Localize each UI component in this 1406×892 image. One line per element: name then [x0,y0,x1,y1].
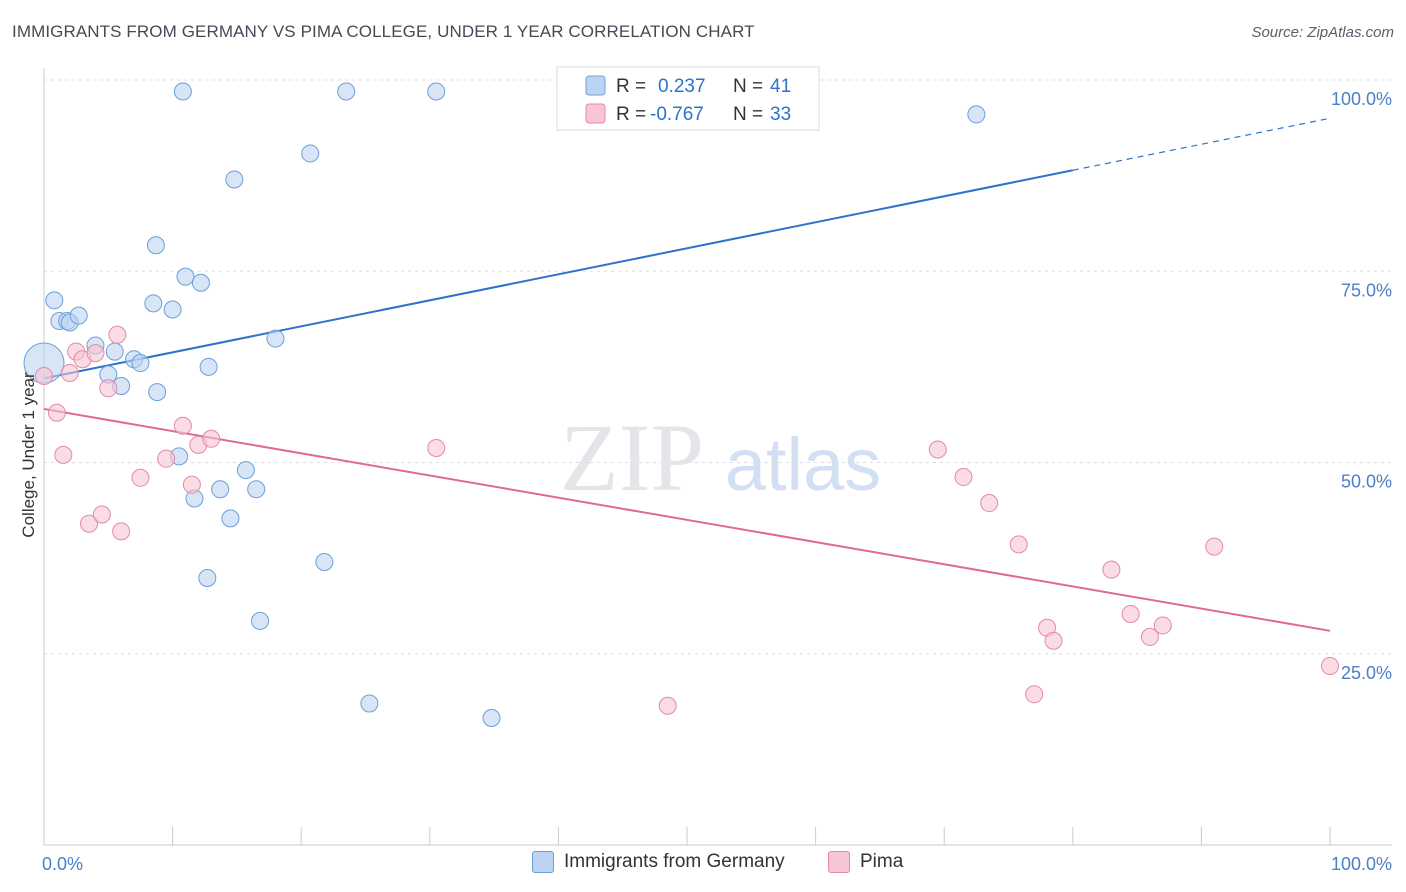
data-point-pima [1140,627,1159,646]
data-point-germany [176,267,195,286]
data-point-pima [658,696,677,715]
y-tick-label: 100.0% [1331,89,1392,109]
stat-n-label: N = [733,104,763,125]
y-axis-label: College, Under 1 year [19,372,38,538]
trendline-pima [43,407,1331,632]
data-point-germany [198,569,217,588]
series-legend: Immigrants from Germany Pima [0,851,1406,879]
y-tick-label: 75.0% [1341,280,1392,300]
data-point-germany [301,144,320,163]
data-point-germany [191,273,210,292]
data-point-pima [99,379,118,398]
y-tick-label: 25.0% [1341,663,1392,683]
data-point-germany [225,170,244,189]
stat-r-value: -0.767 [650,104,704,125]
trendline-germany [43,169,1073,380]
data-point-germany [146,236,165,255]
stat-r-label: R = [616,76,646,97]
data-point-pima [202,429,221,448]
data-point-germany [144,294,163,313]
data-point-pima [108,325,127,344]
axes [43,68,1392,846]
source-label: Source: ZipAtlas.com [1251,24,1394,41]
data-point-germany [221,509,240,528]
data-point-pima [1009,535,1028,554]
data-point-pima [157,449,176,468]
x-tick-label: 100.0% [1331,854,1392,874]
data-point-pima [47,403,66,422]
stats-legend: R = 0.237 N = 41 R = -0.767 N = 33 [556,66,820,131]
data-point-germany [236,461,255,480]
data-point-pima [1153,616,1172,635]
watermark-zip: ZIP [560,404,704,511]
data-point-germany [163,300,182,319]
data-point-germany [251,611,270,630]
data-point-pima [1102,560,1121,579]
data-point-pima [60,363,79,382]
legend-swatch-pima [828,851,850,873]
data-point-pima [182,475,201,494]
data-point-germany [105,342,124,361]
data-point-pima [35,367,53,386]
data-point-germany [131,354,150,373]
x-tick-label: 0.0% [42,854,83,874]
data-point-pima [980,494,999,513]
y-tick-label: 50.0% [1341,472,1392,492]
data-point-germany [211,480,230,499]
data-point-pima [173,416,192,435]
watermark: ZIP atlas [560,404,881,511]
stat-n-label: N = [733,76,763,97]
data-point-germany [967,105,986,124]
stat-n-value: 33 [770,104,791,125]
legend-swatch-germany [532,851,554,873]
grid-lines [44,79,1392,655]
data-point-pima [1205,537,1224,556]
legend-item-germany[interactable]: Immigrants from Germany [532,851,785,873]
data-point-germany [247,480,266,499]
stat-r-label: R = [616,104,646,125]
data-point-germany [315,552,334,571]
data-point-pima [954,468,973,487]
data-point-pima [92,505,111,524]
data-point-pima [86,344,105,363]
data-points [23,81,1339,728]
data-point-pima [928,440,947,459]
legend-label-pima: Pima [860,851,904,872]
data-point-pima [1025,685,1044,704]
data-point-pima [131,468,150,487]
stat-r-value: 0.237 [658,76,706,97]
data-point-germany [199,357,218,376]
data-point-germany [266,329,285,348]
legend-swatch-germany [585,75,606,96]
data-point-germany [45,291,64,310]
trendline-extension-germany [1072,117,1331,171]
data-point-germany [482,709,501,728]
data-point-pima [54,445,73,464]
legend-item-pima[interactable]: Pima [828,851,903,873]
data-point-pima [1121,604,1140,623]
tick-labels: 25.0% 50.0% 75.0% 100.0% 0.0% 100.0% [42,89,1392,874]
data-point-germany [173,82,192,101]
data-point-pima [1321,656,1339,675]
chart-title: IMMIGRANTS FROM GERMANY VS PIMA COLLEGE,… [12,22,755,41]
legend-swatch-pima [585,103,606,124]
data-point-pima [427,438,446,457]
data-point-germany [360,694,379,713]
watermark-atlas: atlas [725,423,881,506]
data-point-pima [1044,631,1063,650]
legend-label-germany: Immigrants from Germany [564,851,785,872]
data-point-germany [69,306,88,325]
data-point-germany [148,383,167,402]
data-point-germany [427,82,446,101]
data-point-pima [112,522,131,541]
data-point-germany [337,82,356,101]
stat-n-value: 41 [770,76,791,97]
data-point-pima [80,514,99,533]
trendlines [43,117,1331,632]
